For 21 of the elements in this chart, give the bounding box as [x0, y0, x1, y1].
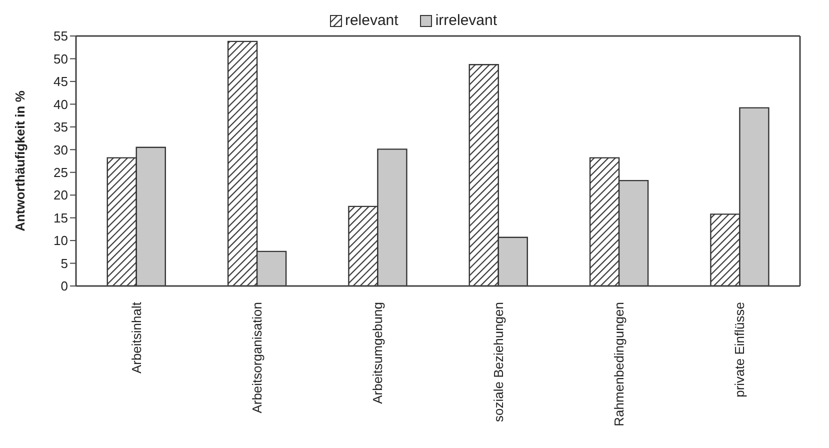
y-tick-label: 10 — [54, 233, 68, 248]
y-axis-title: Antworthäufigkeit in % — [12, 90, 28, 232]
y-tick-label: 30 — [54, 142, 68, 158]
y-tick-label: 0 — [60, 278, 68, 294]
x-tick-label: soziale Beziehungen — [490, 302, 506, 422]
y-tick-label: 20 — [54, 188, 68, 203]
legend-label: relevant — [344, 12, 398, 29]
y-tick-label: 40 — [54, 96, 68, 112]
x-tick-label: Arbeitsinhalt — [128, 302, 144, 374]
y-tick-label: 25 — [54, 164, 68, 180]
x-tick-label: private Einflüsse — [732, 302, 748, 398]
x-tick-label: Arbeitsumgebung — [370, 302, 386, 404]
y-tick-label: 15 — [54, 210, 68, 226]
y-tick-label: 50 — [54, 51, 68, 66]
x-tick-label: Rahmenbedingungen — [612, 302, 626, 426]
y-tick-label: 55 — [54, 28, 68, 44]
y-tick-label: 5 — [60, 256, 68, 271]
x-tick-label: Arbeitsorganisation — [250, 302, 264, 414]
y-tick-label: 35 — [54, 120, 68, 135]
y-tick-label: 45 — [54, 74, 68, 90]
legend-label: irrelevant — [434, 12, 498, 29]
